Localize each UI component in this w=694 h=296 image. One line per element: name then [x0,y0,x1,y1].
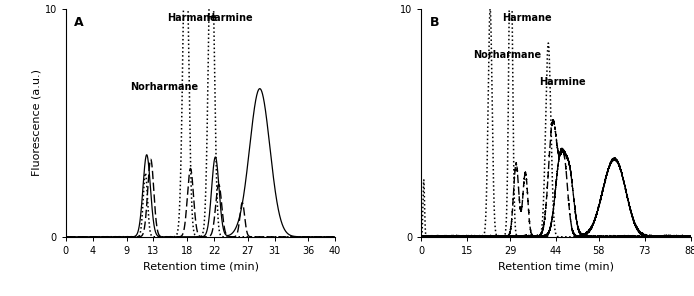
Text: Harmane: Harmane [167,13,217,23]
Text: A: A [74,16,84,29]
Text: Norharmane: Norharmane [130,82,198,92]
Text: B: B [430,16,439,29]
Text: Harmine: Harmine [206,13,253,23]
X-axis label: Retention time (min): Retention time (min) [498,261,614,271]
Text: Norharmane: Norharmane [473,50,541,60]
Text: Harmine: Harmine [539,77,586,87]
Y-axis label: Fluorescence (a.u.): Fluorescence (a.u.) [32,69,42,176]
X-axis label: Retention time (min): Retention time (min) [142,261,259,271]
Text: Harmane: Harmane [502,13,552,23]
